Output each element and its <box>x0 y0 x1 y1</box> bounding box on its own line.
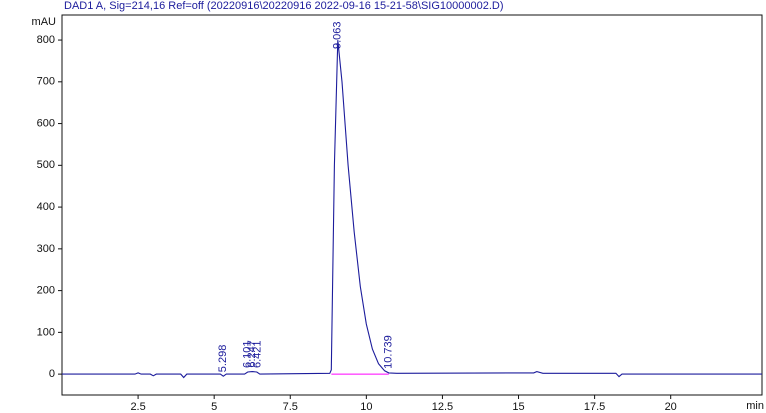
peak-label: 5.298 <box>217 345 229 373</box>
y-tick-label: 200 <box>37 285 55 297</box>
x-tick-label: 12.5 <box>432 401 453 413</box>
x-tick-label: 7.5 <box>283 401 298 413</box>
peak-label: 6.101 <box>242 341 254 369</box>
x-axis-label: min <box>746 400 764 412</box>
peak-label: 6.247 <box>246 340 258 368</box>
plot-frame <box>61 14 763 396</box>
x-tick-label: 2.5 <box>130 401 145 413</box>
x-tick-label: 20 <box>665 401 677 413</box>
y-tick-label: 800 <box>37 34 55 46</box>
y-tick-label: 300 <box>37 243 55 255</box>
peak-label: 9.063 <box>332 21 344 49</box>
y-tick-label: 100 <box>37 326 55 338</box>
y-tick-label: 400 <box>37 201 55 213</box>
y-tick-label: 500 <box>37 159 55 171</box>
peak-label: 10.739 <box>383 335 395 369</box>
x-tick-label: 10 <box>360 401 372 413</box>
signal-trace <box>62 40 762 379</box>
x-tick-label: 15 <box>512 401 524 413</box>
y-tick-label: 0 <box>49 368 55 380</box>
chart-title: DAD1 A, Sig=214,16 Ref=off (20220916\202… <box>64 0 504 12</box>
y-tick-label: 700 <box>37 76 55 88</box>
x-tick-label: 17.5 <box>584 401 605 413</box>
peak-label: 6.421 <box>251 341 263 369</box>
x-tick-label: 5 <box>211 401 217 413</box>
y-tick-label: 600 <box>37 117 55 129</box>
y-axis-label: mAU <box>32 16 57 28</box>
